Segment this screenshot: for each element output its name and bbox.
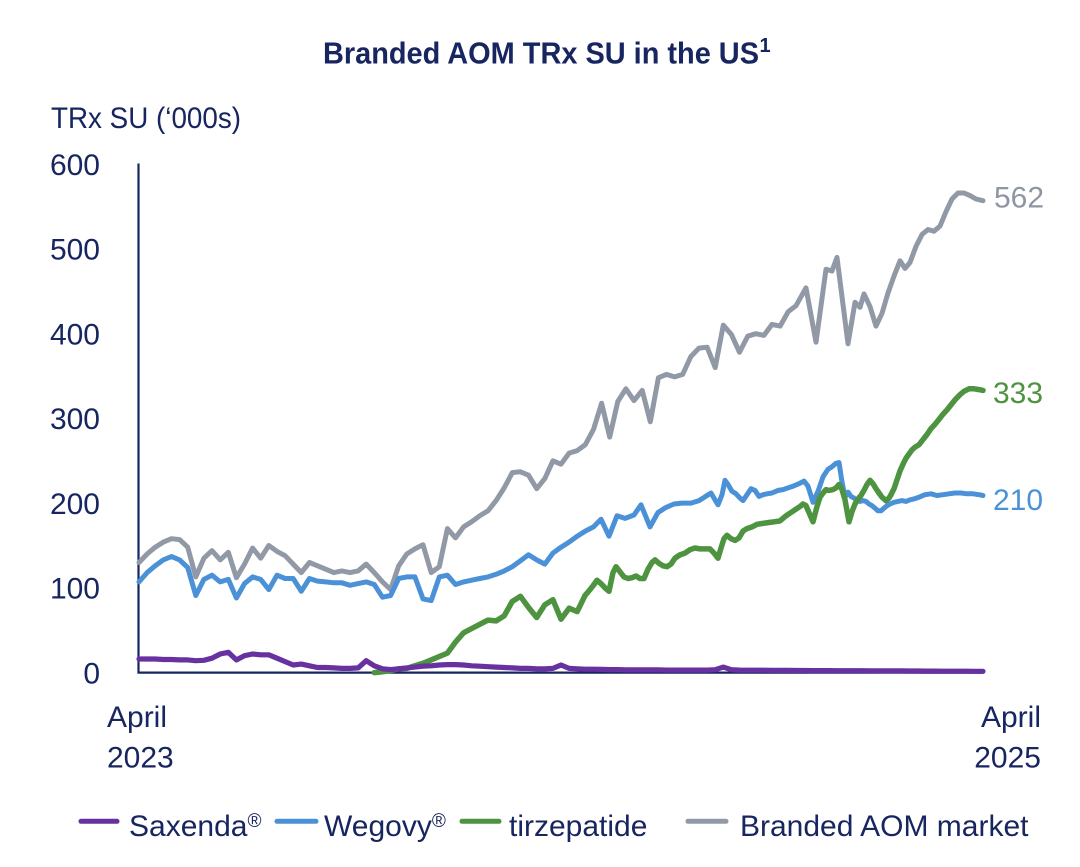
svg-text:April: April: [107, 701, 167, 734]
svg-text:Saxenda®: Saxenda®: [129, 810, 261, 843]
svg-text:562: 562: [994, 182, 1044, 215]
svg-text:600: 600: [50, 149, 100, 182]
svg-text:Branded AOM market: Branded AOM market: [740, 810, 1029, 843]
svg-text:April: April: [981, 701, 1041, 734]
svg-text:500: 500: [50, 234, 100, 267]
svg-text:Wegovy®: Wegovy®: [324, 810, 446, 843]
svg-text:100: 100: [50, 573, 100, 606]
svg-text:333: 333: [993, 377, 1043, 410]
svg-text:1: 1: [760, 35, 771, 57]
svg-text:200: 200: [50, 488, 100, 521]
svg-text:2023: 2023: [107, 742, 174, 775]
svg-text:tirzepatide: tirzepatide: [509, 810, 647, 843]
svg-text:2025: 2025: [974, 742, 1041, 775]
svg-text:300: 300: [50, 403, 100, 436]
svg-text:0: 0: [83, 657, 100, 690]
svg-text:400: 400: [50, 318, 100, 351]
svg-text:210: 210: [993, 484, 1043, 517]
svg-text:Branded AOM TRx SU in the US: Branded AOM TRx SU in the US: [323, 36, 759, 71]
svg-text:TRx SU (‘000s): TRx SU (‘000s): [51, 102, 241, 135]
